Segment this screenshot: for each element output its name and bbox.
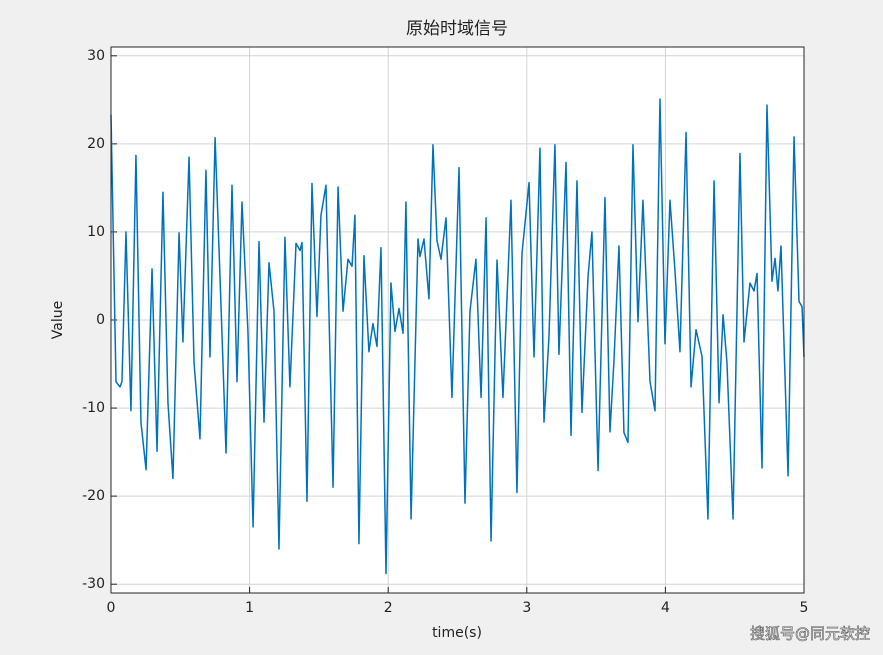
watermark: 搜狐号@同元软控: [750, 625, 870, 643]
signal-line: [110, 98, 805, 575]
y-tick-label: -10: [82, 400, 105, 416]
plot-layer: [110, 98, 805, 575]
y-tick-label: -20: [82, 488, 105, 504]
y-axis-label: Value: [50, 301, 66, 339]
y-tick-label: 0: [96, 312, 105, 328]
x-tick-label: 1: [245, 600, 254, 616]
chart-title: 原始时域信号: [406, 19, 508, 39]
x-tick-label: 4: [661, 600, 670, 616]
x-tick-label: 2: [384, 600, 393, 616]
y-tick-label: -30: [82, 576, 105, 592]
x-axis-label: time(s): [432, 625, 482, 641]
y-tick-label: 30: [87, 48, 105, 64]
axes-box: [110, 46, 805, 594]
x-tick-label: 0: [107, 600, 116, 616]
y-tick-label: 10: [87, 224, 105, 240]
x-tick-label: 5: [800, 600, 809, 616]
x-tick-label: 3: [522, 600, 531, 616]
y-tick-label: 20: [87, 136, 105, 152]
